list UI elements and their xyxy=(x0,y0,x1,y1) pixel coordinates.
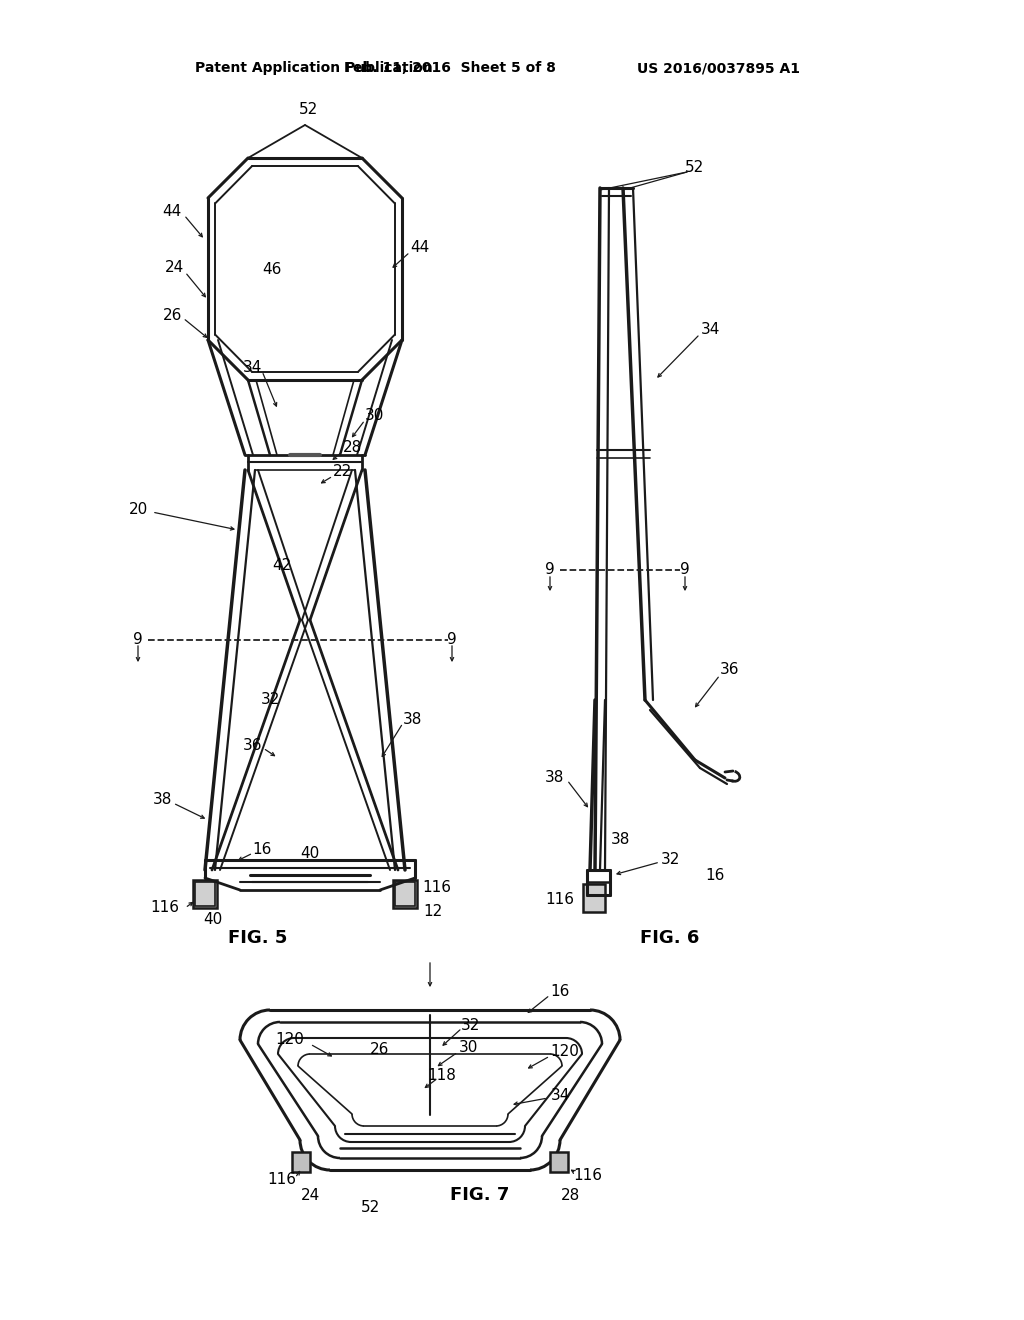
Text: 26: 26 xyxy=(163,308,182,322)
Bar xyxy=(195,882,215,906)
Text: 38: 38 xyxy=(403,713,423,727)
Text: 38: 38 xyxy=(610,833,630,847)
Text: 9: 9 xyxy=(447,632,457,648)
Text: 34: 34 xyxy=(550,1088,569,1102)
Text: 116: 116 xyxy=(546,892,574,908)
Text: 34: 34 xyxy=(700,322,720,338)
Text: US 2016/0037895 A1: US 2016/0037895 A1 xyxy=(637,61,800,75)
Text: 24: 24 xyxy=(165,260,184,275)
Text: 36: 36 xyxy=(720,663,739,677)
Text: 20: 20 xyxy=(128,503,147,517)
Text: 120: 120 xyxy=(551,1044,580,1060)
Text: 36: 36 xyxy=(244,738,263,752)
Text: 44: 44 xyxy=(163,205,181,219)
Text: 9: 9 xyxy=(545,562,555,578)
Text: 42: 42 xyxy=(272,557,292,573)
Text: Patent Application Publication: Patent Application Publication xyxy=(195,61,433,75)
Text: 38: 38 xyxy=(153,792,172,808)
Text: 16: 16 xyxy=(252,842,271,858)
Text: 38: 38 xyxy=(546,771,564,785)
Text: 116: 116 xyxy=(151,900,179,916)
Text: 22: 22 xyxy=(334,465,352,479)
Bar xyxy=(193,880,217,908)
Text: 32: 32 xyxy=(461,1018,479,1032)
Text: 116: 116 xyxy=(573,1167,602,1183)
Text: 9: 9 xyxy=(133,632,143,648)
Text: 26: 26 xyxy=(371,1043,390,1057)
Text: 46: 46 xyxy=(262,263,282,277)
Text: 28: 28 xyxy=(560,1188,580,1203)
Text: 24: 24 xyxy=(300,1188,319,1203)
Bar xyxy=(395,882,415,906)
Text: 16: 16 xyxy=(550,985,569,999)
Text: 32: 32 xyxy=(260,693,280,708)
Bar xyxy=(292,1152,310,1172)
Text: FIG. 7: FIG. 7 xyxy=(451,1185,510,1204)
Bar xyxy=(550,1152,568,1172)
Text: 120: 120 xyxy=(275,1032,304,1048)
Text: 28: 28 xyxy=(342,441,361,455)
Text: 52: 52 xyxy=(298,103,317,117)
Text: 118: 118 xyxy=(428,1068,457,1082)
Text: 16: 16 xyxy=(706,867,725,883)
Text: 30: 30 xyxy=(459,1040,477,1056)
Text: 32: 32 xyxy=(660,853,680,867)
Text: Feb. 11, 2016  Sheet 5 of 8: Feb. 11, 2016 Sheet 5 of 8 xyxy=(344,61,556,75)
Text: 12: 12 xyxy=(423,904,442,920)
Text: 9: 9 xyxy=(680,562,690,578)
Bar xyxy=(583,884,605,912)
Text: FIG. 5: FIG. 5 xyxy=(228,929,288,946)
Text: 44: 44 xyxy=(411,240,430,256)
Text: 116: 116 xyxy=(423,880,452,895)
Text: 116: 116 xyxy=(267,1172,297,1188)
Text: 34: 34 xyxy=(243,360,262,375)
Text: 40: 40 xyxy=(204,912,222,928)
Text: 52: 52 xyxy=(685,161,705,176)
Text: 30: 30 xyxy=(366,408,385,422)
Text: FIG. 6: FIG. 6 xyxy=(640,929,699,946)
Bar xyxy=(393,880,417,908)
Text: 52: 52 xyxy=(360,1200,380,1216)
Text: 40: 40 xyxy=(300,846,319,862)
